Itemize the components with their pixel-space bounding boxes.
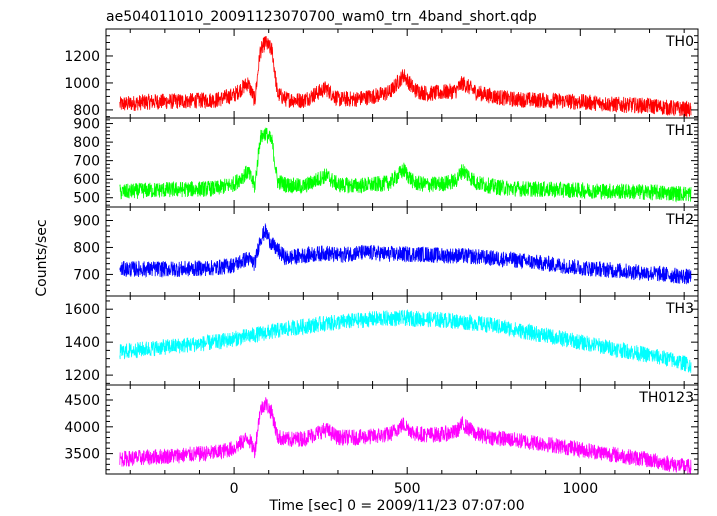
panel-th3: 1200 1400 1600 TH3	[64, 295, 699, 386]
y-ticks-th0: 800 1000 1200	[64, 28, 698, 119]
panel-label-th0: TH0	[665, 34, 694, 50]
y-ticks-th3: 1200 1400 1600	[64, 296, 698, 385]
y-tick-label: 700	[73, 154, 100, 170]
y-tick-label: 700	[73, 267, 100, 283]
y-tick-label: 800	[73, 240, 100, 256]
y-ticks-th1: 500 600 700 800 900	[73, 117, 698, 207]
panel-label-th1: TH1	[665, 123, 694, 139]
y-tick-label: 800	[73, 103, 100, 119]
panel-th0123: 3500 4000 4500 TH0123	[64, 384, 699, 475]
y-tick-label: 900	[73, 213, 100, 229]
series-line-th0	[119, 36, 692, 118]
x-tick-label: 1000	[562, 481, 598, 497]
y-tick-label: 600	[73, 172, 100, 188]
series-line-th0123	[119, 397, 692, 474]
y-tick-label: 900	[73, 117, 100, 133]
y-tick-label: 500	[73, 191, 100, 207]
chart-title: ae504011010_20091123070700_wam0_trn_4ban…	[106, 9, 537, 25]
x-axis: 0 500 1000	[230, 481, 598, 497]
y-tick-label: 4500	[64, 393, 100, 409]
y-tick-label: 800	[73, 135, 100, 151]
series-line-th2	[119, 223, 692, 285]
panel-label-th2: TH2	[665, 212, 694, 228]
y-tick-label: 1600	[64, 302, 100, 318]
panel-th1: 500 600 700 800 900 TH1	[73, 117, 699, 208]
x-axis-label: Time [sec] 0 = 2009/11/23 07:07:00	[268, 498, 524, 514]
panel-label-th3: TH3	[665, 301, 694, 317]
y-ticks-th0123: 3500 4000 4500	[64, 385, 698, 474]
x-tick-label: 500	[394, 481, 421, 497]
series-line-th3	[119, 309, 692, 373]
panel-th0: 800 1000 1200 TH0	[64, 28, 699, 119]
y-tick-label: 1000	[64, 76, 100, 92]
panel-label-th0123: TH0123	[638, 390, 694, 406]
y-tick-label: 4000	[64, 420, 100, 436]
y-axis-label: Counts/sec	[34, 219, 50, 296]
y-tick-label: 1400	[64, 335, 100, 351]
series-line-th1	[119, 127, 692, 203]
y-ticks-th2: 700 800 900	[73, 207, 698, 297]
panel-th2: 700 800 900 TH2	[73, 206, 699, 297]
y-tick-label: 1200	[64, 368, 100, 384]
y-tick-label: 3500	[64, 447, 100, 463]
panel-frame	[105, 384, 699, 475]
x-tick-label: 0	[230, 481, 239, 497]
y-tick-label: 1200	[64, 49, 100, 65]
